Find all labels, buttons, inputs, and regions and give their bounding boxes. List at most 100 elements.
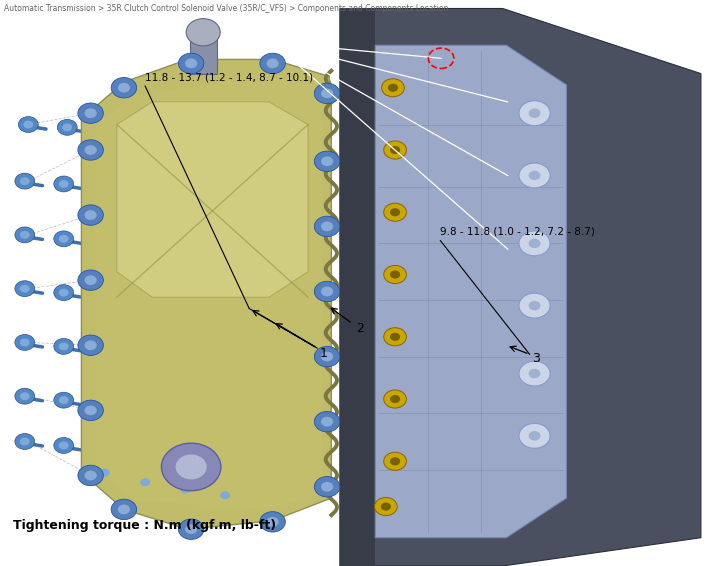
Circle shape [384, 203, 406, 221]
Polygon shape [96, 74, 322, 509]
Circle shape [390, 395, 400, 403]
Circle shape [118, 504, 130, 514]
Circle shape [314, 477, 340, 497]
Circle shape [59, 342, 69, 350]
Circle shape [178, 519, 204, 539]
Polygon shape [117, 102, 308, 297]
Polygon shape [340, 8, 375, 566]
Circle shape [57, 119, 77, 135]
Circle shape [181, 486, 190, 494]
Circle shape [314, 411, 340, 432]
Circle shape [59, 441, 69, 449]
Circle shape [54, 231, 74, 247]
Circle shape [185, 58, 198, 68]
Circle shape [314, 216, 340, 237]
Circle shape [20, 438, 30, 445]
Circle shape [54, 438, 74, 453]
Circle shape [84, 340, 97, 350]
Circle shape [78, 400, 103, 421]
Circle shape [78, 205, 103, 225]
Polygon shape [340, 8, 701, 566]
Circle shape [321, 417, 333, 427]
Circle shape [321, 286, 333, 297]
Circle shape [519, 231, 550, 256]
Circle shape [23, 121, 33, 128]
Circle shape [20, 177, 30, 185]
Circle shape [382, 79, 404, 97]
Circle shape [78, 140, 103, 160]
Circle shape [260, 512, 285, 532]
Circle shape [266, 517, 279, 527]
Circle shape [59, 396, 69, 404]
Circle shape [529, 369, 540, 378]
Text: 2: 2 [356, 322, 364, 335]
Circle shape [161, 443, 221, 491]
Circle shape [84, 145, 97, 155]
Polygon shape [375, 45, 566, 538]
Circle shape [140, 478, 150, 486]
Circle shape [20, 338, 30, 346]
Circle shape [59, 180, 69, 188]
Circle shape [529, 301, 540, 310]
Circle shape [54, 338, 74, 354]
Circle shape [15, 281, 35, 297]
Circle shape [314, 151, 340, 171]
Circle shape [20, 285, 30, 293]
Circle shape [314, 281, 340, 302]
Circle shape [62, 123, 72, 131]
Circle shape [95, 465, 115, 481]
Text: 11.8 - 13.7 (1.2 - 1.4, 8.7 - 10.1): 11.8 - 13.7 (1.2 - 1.4, 8.7 - 10.1) [145, 72, 313, 82]
Circle shape [519, 101, 550, 126]
Circle shape [384, 265, 406, 284]
Circle shape [78, 335, 103, 355]
Circle shape [15, 388, 35, 404]
Circle shape [78, 103, 103, 123]
Circle shape [384, 141, 406, 159]
Circle shape [314, 83, 340, 104]
Text: 3: 3 [532, 353, 540, 365]
Circle shape [381, 503, 391, 511]
Circle shape [78, 270, 103, 290]
Circle shape [529, 171, 540, 180]
Circle shape [20, 231, 30, 239]
Circle shape [321, 88, 333, 98]
Circle shape [384, 390, 406, 408]
Circle shape [59, 235, 69, 243]
Circle shape [384, 328, 406, 346]
Circle shape [390, 208, 400, 216]
Circle shape [185, 524, 198, 534]
Circle shape [375, 498, 397, 516]
Circle shape [390, 333, 400, 341]
Circle shape [321, 156, 333, 166]
Circle shape [176, 482, 195, 498]
Circle shape [176, 454, 207, 479]
Circle shape [266, 58, 279, 68]
Circle shape [390, 271, 400, 278]
Circle shape [321, 221, 333, 231]
Circle shape [59, 289, 69, 297]
Circle shape [321, 482, 333, 492]
Circle shape [178, 53, 204, 74]
Circle shape [321, 351, 333, 362]
Circle shape [54, 285, 74, 301]
Circle shape [54, 176, 74, 192]
Circle shape [220, 491, 230, 499]
Circle shape [15, 434, 35, 449]
Circle shape [78, 465, 103, 486]
Circle shape [384, 452, 406, 470]
Circle shape [84, 470, 97, 481]
Circle shape [15, 335, 35, 350]
Circle shape [519, 163, 550, 188]
Circle shape [111, 499, 137, 520]
Circle shape [18, 117, 38, 132]
Bar [190, 34, 217, 74]
Circle shape [260, 53, 285, 74]
Circle shape [390, 146, 400, 154]
Circle shape [529, 431, 540, 440]
Circle shape [84, 210, 97, 220]
Circle shape [388, 84, 398, 92]
Circle shape [519, 293, 550, 318]
Circle shape [519, 423, 550, 448]
Text: Automatic Transmission > 35R Clutch Control Solenoid Valve (35R/C_VFS) > Compone: Automatic Transmission > 35R Clutch Cont… [4, 4, 448, 13]
Circle shape [186, 19, 220, 46]
